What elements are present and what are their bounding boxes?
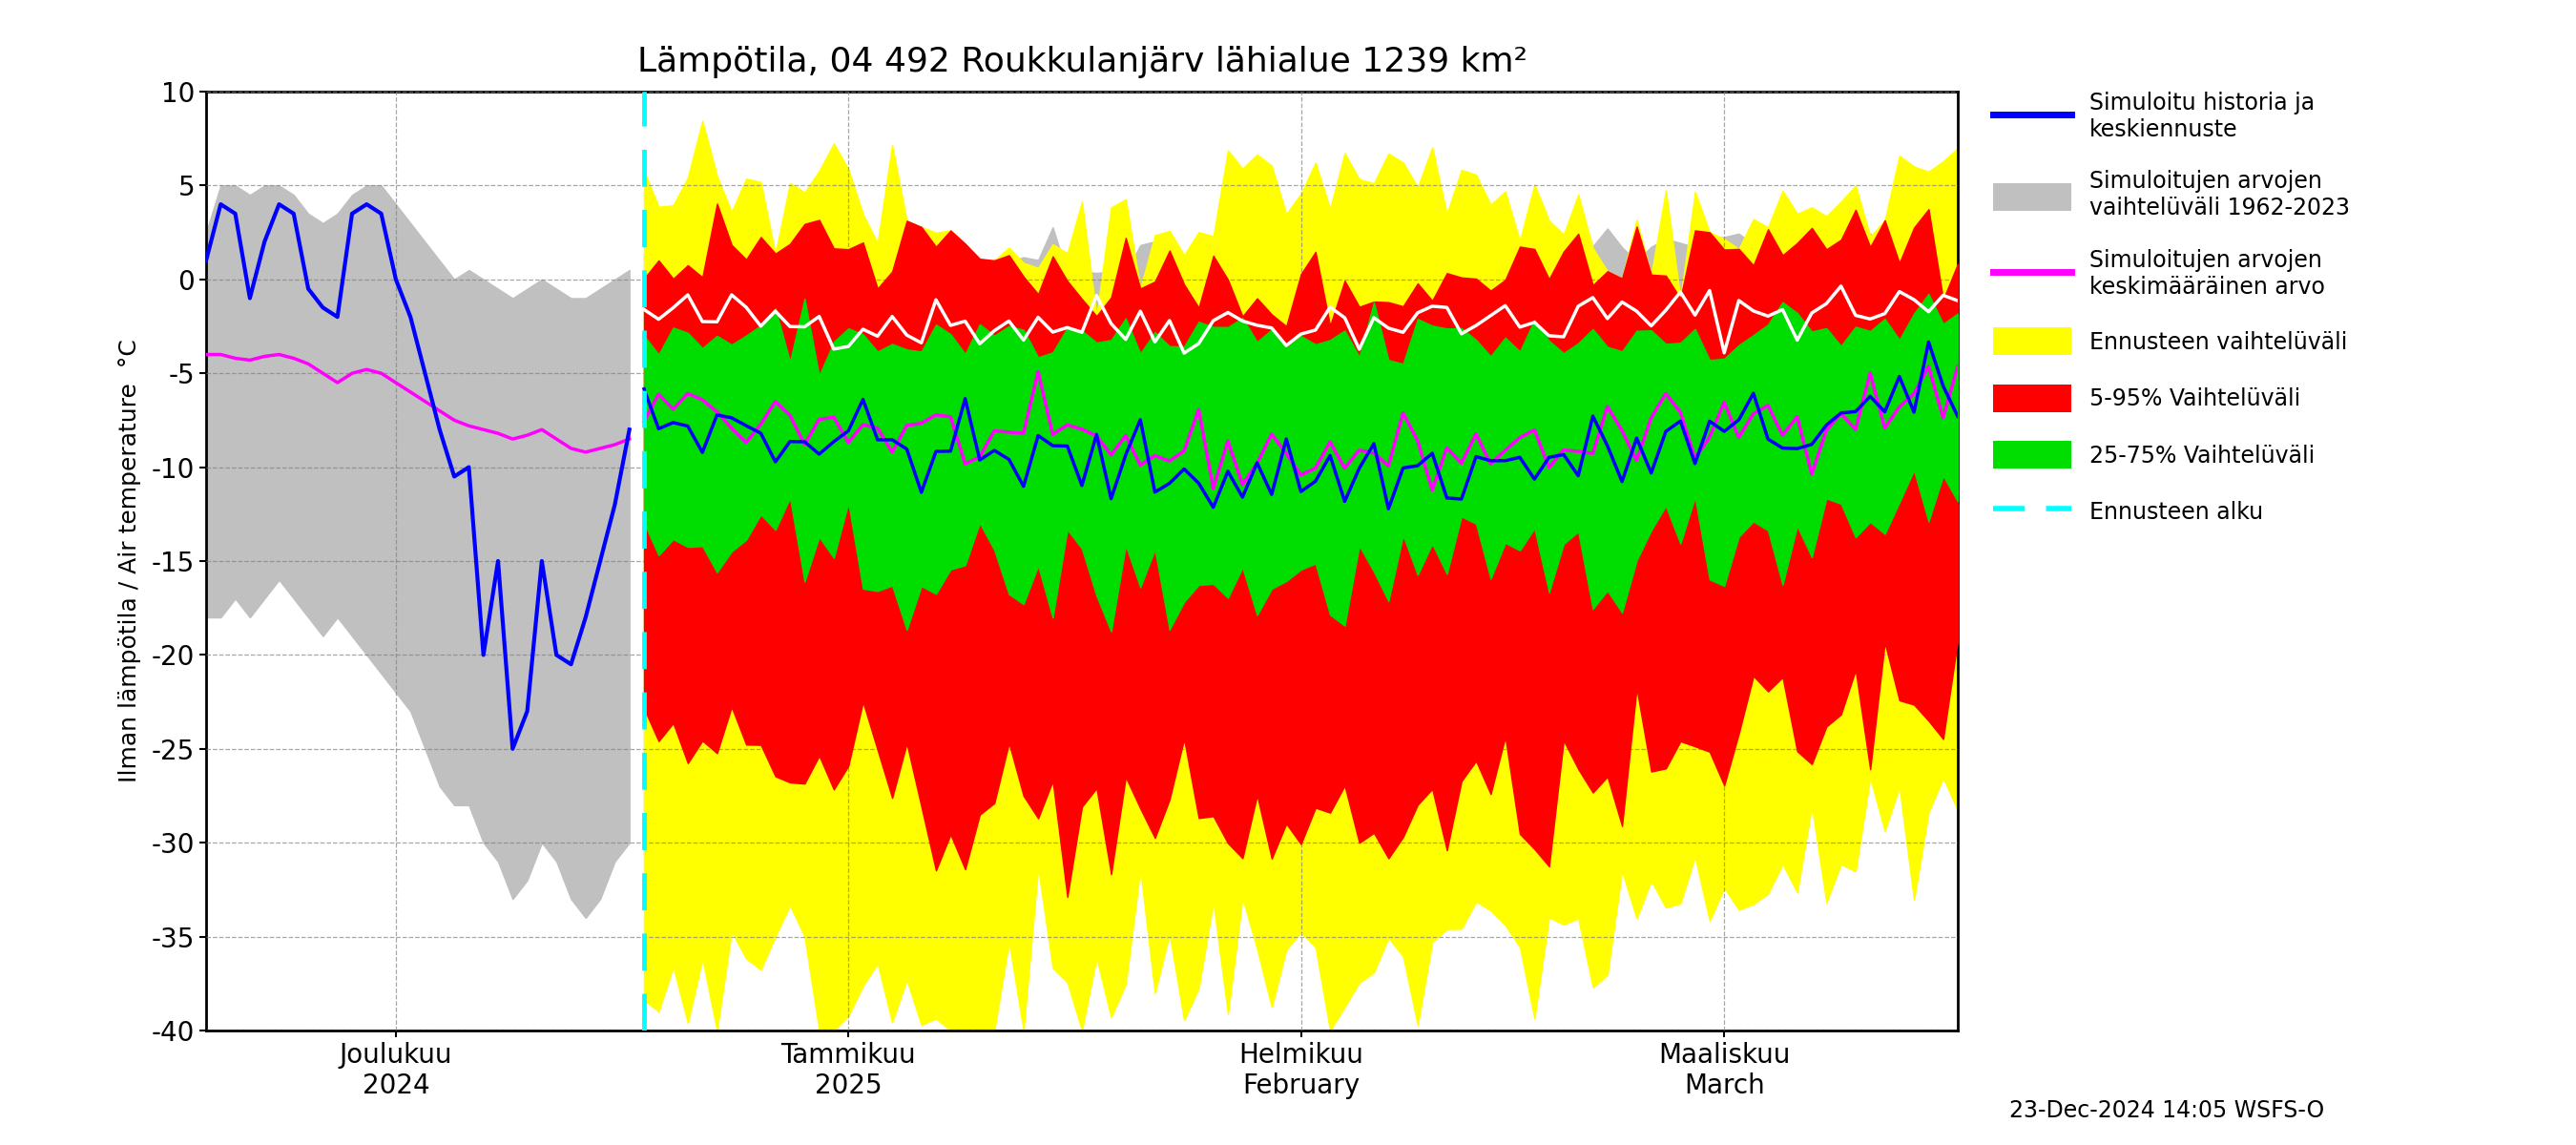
Text: 23-Dec-2024 14:05 WSFS-O: 23-Dec-2024 14:05 WSFS-O (2009, 1099, 2324, 1122)
Legend: Simuloitu historia ja
keskiennuste, Simuloitujen arvojen
vaihtelüväli 1962-2023,: Simuloitu historia ja keskiennuste, Simu… (1994, 92, 2349, 526)
Y-axis label: Ilman lämpötila / Air temperature  °C: Ilman lämpötila / Air temperature °C (118, 339, 142, 783)
Title: Lämpötila, 04 492 Roukkulanjärv lähialue 1239 km²: Lämpötila, 04 492 Roukkulanjärv lähialue… (636, 46, 1528, 78)
